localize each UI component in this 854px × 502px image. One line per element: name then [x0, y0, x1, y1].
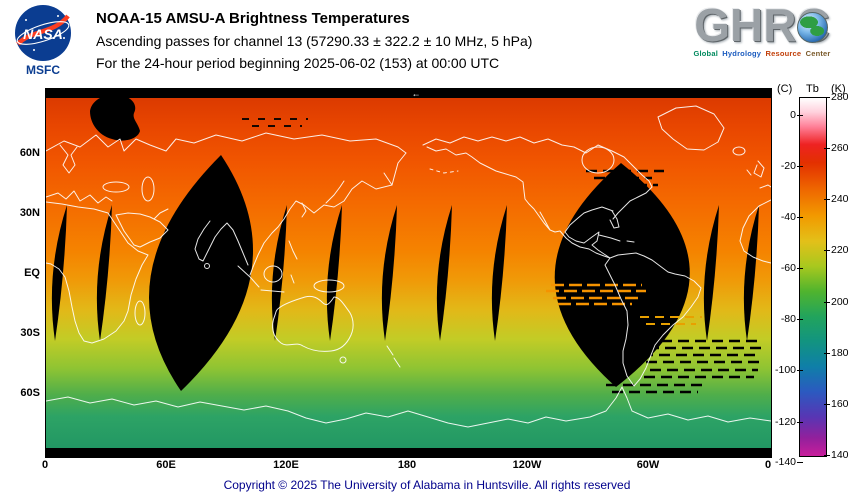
tagline-word: Global	[693, 49, 718, 58]
north-gap-arrow: ←	[412, 89, 421, 99]
lat-label: 60S	[20, 387, 40, 399]
lon-label: 60W	[636, 459, 660, 471]
tagline-word: Hydrology	[722, 49, 762, 58]
brightness-temperature-map: ←	[45, 88, 772, 458]
colorbar-c-tick: -20	[768, 160, 803, 172]
ghrc-tagline: Global Hydrology Resource Center	[674, 49, 850, 58]
colorbar-c-tick: -100	[768, 364, 803, 376]
south-polar-gap-strip	[46, 448, 771, 457]
nasa-meatball-logo[interactable]: NASA	[14, 4, 72, 62]
lat-label: EQ	[24, 267, 40, 279]
lon-label: 120W	[512, 459, 542, 471]
lon-label: 180	[397, 459, 417, 471]
colorbar-c-tick: -40	[768, 211, 803, 223]
colorbar-k-tick: 280	[824, 91, 854, 103]
copyright-text: Copyright © 2025 The University of Alaba…	[223, 478, 631, 492]
colorbar-k-tick: 260	[824, 142, 854, 154]
black-scanline-artifacts	[586, 169, 764, 394]
colorbar-c-tick: -140	[768, 456, 803, 468]
ghrc-logo[interactable]: GHRC Global Hydrology Resource Center	[674, 2, 850, 58]
lon-label: 60E	[156, 459, 176, 471]
tagline-word: Resource	[765, 49, 802, 58]
subtitle-period: For the 24-hour period beginning 2025-06…	[96, 55, 500, 71]
data-gap-swaths	[51, 94, 759, 391]
nasa-swoosh-icon	[16, 14, 70, 46]
nasa-logo-graphic: NASA	[15, 5, 71, 61]
colorbar-k-tick: 240	[824, 193, 854, 205]
footer: Copyright © 2025 The University of Alaba…	[0, 478, 854, 492]
north-polar-gap-strip	[46, 89, 771, 98]
colorbar-c-tick: -120	[768, 416, 803, 428]
lon-label: 0	[41, 459, 49, 471]
colorbar-c-tick: -80	[768, 313, 803, 325]
colorbar-k-tick: 180	[824, 347, 854, 359]
globe-icon	[796, 12, 828, 43]
tagline-word: Center	[805, 49, 831, 58]
colorbar-k-tick: 140	[824, 449, 854, 461]
ghrc-letters: GHR	[694, 0, 797, 51]
black-scanline-artifacts-north	[242, 118, 308, 127]
colorbar-celsius-label: (C)	[777, 83, 793, 95]
lat-label: 60N	[19, 147, 40, 159]
nasa-wordmark: NASA	[23, 26, 63, 42]
colorbar-k-tick: 200	[824, 296, 854, 308]
lat-label: 30S	[20, 327, 40, 339]
lon-label: 0	[764, 459, 772, 471]
colorbar-gradient	[799, 97, 827, 457]
map-overlay: ←	[46, 89, 771, 457]
orange-scanline-artifacts	[546, 283, 646, 306]
colorbar-c-tick: 0	[768, 109, 803, 121]
ghrc-acronym: GHRC	[694, 2, 829, 48]
colorbar-kelvin-label: (K)	[831, 83, 846, 95]
lon-label: 120E	[273, 459, 299, 471]
title-block: NOAA-15 AMSU-A Brightness Temperatures A…	[96, 10, 532, 71]
orange-scanline-artifacts-south	[640, 316, 702, 325]
colorbar-k-tick: 160	[824, 398, 854, 410]
lat-label: 30N	[19, 207, 40, 219]
colorbar-c-tick: -60	[768, 262, 803, 274]
msfc-label: MSFC	[26, 63, 60, 77]
colorbar-k-tick: 220	[824, 244, 854, 256]
coastlines	[46, 105, 771, 428]
subtitle-channel: Ascending passes for channel 13 (57290.3…	[96, 33, 533, 49]
page-title: NOAA-15 AMSU-A Brightness Temperatures	[96, 10, 410, 27]
colorbar-tb-label: Tb	[806, 83, 819, 95]
